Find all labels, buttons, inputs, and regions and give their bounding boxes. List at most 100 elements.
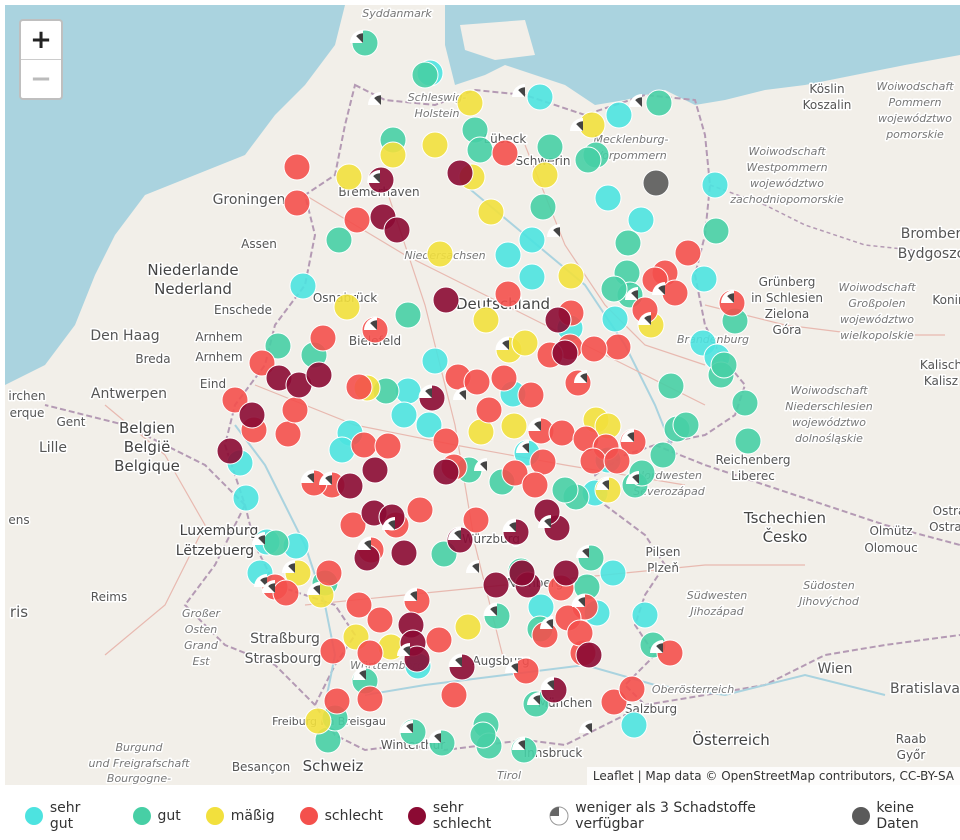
- station-marker-schlecht[interactable]: [343, 206, 371, 234]
- station-marker-schlecht[interactable]: [309, 324, 337, 352]
- station-marker-gut[interactable]: [600, 275, 628, 303]
- station-marker-schlecht[interactable]: [272, 579, 300, 607]
- station-marker-sehr-schlecht[interactable]: [238, 401, 266, 429]
- station-marker-sehr-gut[interactable]: [421, 347, 449, 375]
- station-marker-gut[interactable]: [394, 301, 422, 329]
- station-marker-schlecht[interactable]: [432, 427, 460, 455]
- station-marker-maessig[interactable]: [421, 131, 449, 159]
- station-marker-gut[interactable]: [466, 136, 494, 164]
- station-marker-maessig[interactable]: [426, 240, 454, 268]
- station-marker-schlecht[interactable]: [579, 447, 607, 475]
- station-marker-schlecht[interactable]: [603, 447, 631, 475]
- station-marker-sehr-schlecht[interactable]: [482, 571, 510, 599]
- station-marker-sehr-schlecht[interactable]: [446, 159, 474, 187]
- station-marker-gut[interactable]: [710, 351, 738, 379]
- station-marker-schlecht[interactable]: [319, 637, 347, 665]
- station-marker-schlecht[interactable]: [221, 386, 249, 414]
- station-marker-gut[interactable]: [325, 226, 353, 254]
- station-marker-schlecht[interactable]: [463, 368, 491, 396]
- station-marker-maessig[interactable]: [379, 141, 407, 169]
- station-marker-schlecht[interactable]: [281, 396, 309, 424]
- station-marker-sehr-schlecht[interactable]: [432, 286, 460, 314]
- station-marker-gut[interactable]: [731, 389, 759, 417]
- station-marker-sehr-schlecht[interactable]: [552, 559, 580, 587]
- station-marker-sehr-schlecht[interactable]: [336, 472, 364, 500]
- station-marker-sehr-schlecht[interactable]: [508, 559, 536, 587]
- station-marker-schlecht[interactable]: [462, 506, 490, 534]
- station-marker-sehr-gut[interactable]: [690, 265, 718, 293]
- station-marker-sehr-gut[interactable]: [605, 101, 633, 129]
- station-marker-sehr-gut[interactable]: [599, 559, 627, 587]
- station-marker-gut[interactable]: [734, 427, 762, 455]
- station-marker-sehr-schlecht[interactable]: [403, 645, 431, 673]
- station-marker-sehr-schlecht[interactable]: [390, 539, 418, 567]
- station-marker-gut[interactable]: [536, 133, 564, 161]
- station-marker-schlecht[interactable]: [425, 626, 453, 654]
- station-marker-sehr-gut[interactable]: [232, 484, 260, 512]
- station-marker-maessig[interactable]: [456, 89, 484, 117]
- station-marker-schlecht[interactable]: [406, 496, 434, 524]
- station-marker-sehr-gut[interactable]: [328, 436, 356, 464]
- station-marker-maessig[interactable]: [500, 412, 528, 440]
- station-marker-sehr-gut[interactable]: [289, 272, 317, 300]
- station-marker-maessig[interactable]: [335, 163, 363, 191]
- station-marker-schlecht[interactable]: [440, 681, 468, 709]
- station-marker-schlecht[interactable]: [661, 279, 689, 307]
- station-marker-maessig[interactable]: [557, 262, 585, 290]
- station-marker-maessig[interactable]: [511, 329, 539, 357]
- station-marker-schlecht[interactable]: [345, 373, 373, 401]
- station-marker-maessig[interactable]: [477, 198, 505, 226]
- station-marker-schlecht[interactable]: [283, 153, 311, 181]
- station-marker-maessig[interactable]: [454, 613, 482, 641]
- station-marker-gut[interactable]: [702, 217, 730, 245]
- station-marker-schlecht[interactable]: [274, 420, 302, 448]
- station-marker-schlecht[interactable]: [674, 239, 702, 267]
- station-marker-schlecht[interactable]: [604, 333, 632, 361]
- station-marker-gut[interactable]: [264, 332, 292, 360]
- station-marker-gut[interactable]: [262, 529, 290, 557]
- station-marker-gut[interactable]: [649, 441, 677, 469]
- station-marker-keine-daten[interactable]: [642, 169, 670, 197]
- station-marker-maessig[interactable]: [304, 707, 332, 735]
- station-marker-maessig[interactable]: [531, 161, 559, 189]
- station-marker-schlecht[interactable]: [350, 431, 378, 459]
- station-marker-schlecht[interactable]: [248, 349, 276, 377]
- station-marker-sehr-schlecht[interactable]: [575, 641, 603, 669]
- station-marker-sehr-schlecht[interactable]: [432, 458, 460, 486]
- station-marker-sehr-schlecht[interactable]: [544, 306, 572, 334]
- station-marker-maessig[interactable]: [333, 293, 361, 321]
- station-marker-schlecht[interactable]: [491, 139, 519, 167]
- station-marker-schlecht[interactable]: [315, 559, 343, 587]
- station-marker-schlecht[interactable]: [501, 459, 529, 487]
- station-marker-sehr-schlecht[interactable]: [305, 361, 333, 389]
- station-marker-gut[interactable]: [645, 89, 673, 117]
- station-marker-sehr-gut[interactable]: [518, 226, 546, 254]
- zoom-out-button[interactable]: −: [30, 64, 52, 94]
- station-marker-gut[interactable]: [551, 476, 579, 504]
- station-marker-maessig[interactable]: [472, 306, 500, 334]
- station-marker-schlecht[interactable]: [323, 687, 351, 715]
- station-marker-schlecht[interactable]: [345, 591, 373, 619]
- station-marker-schlecht[interactable]: [521, 471, 549, 499]
- station-marker-schlecht[interactable]: [494, 280, 522, 308]
- station-marker-schlecht[interactable]: [356, 639, 384, 667]
- station-marker-sehr-gut[interactable]: [526, 83, 554, 111]
- station-marker-gut[interactable]: [529, 193, 557, 221]
- station-marker-schlecht[interactable]: [356, 685, 384, 713]
- station-marker-sehr-gut[interactable]: [518, 263, 546, 291]
- station-marker-sehr-gut[interactable]: [701, 171, 729, 199]
- station-marker-schlecht[interactable]: [517, 381, 545, 409]
- station-marker-schlecht[interactable]: [548, 419, 576, 447]
- station-marker-sehr-gut[interactable]: [415, 411, 443, 439]
- station-marker-gut[interactable]: [469, 721, 497, 749]
- station-marker-schlecht[interactable]: [475, 396, 503, 424]
- map-container[interactable]: Syddanmark Groningen Assen Niederlande Neder…: [5, 5, 960, 785]
- station-marker-sehr-gut[interactable]: [620, 711, 648, 739]
- station-marker-sehr-gut[interactable]: [601, 305, 629, 333]
- station-marker-gut[interactable]: [614, 229, 642, 257]
- station-marker-sehr-gut[interactable]: [390, 401, 418, 429]
- station-marker-schlecht[interactable]: [374, 432, 402, 460]
- station-marker-sehr-schlecht[interactable]: [361, 456, 389, 484]
- station-marker-schlecht[interactable]: [580, 335, 608, 363]
- station-marker-schlecht[interactable]: [490, 364, 518, 392]
